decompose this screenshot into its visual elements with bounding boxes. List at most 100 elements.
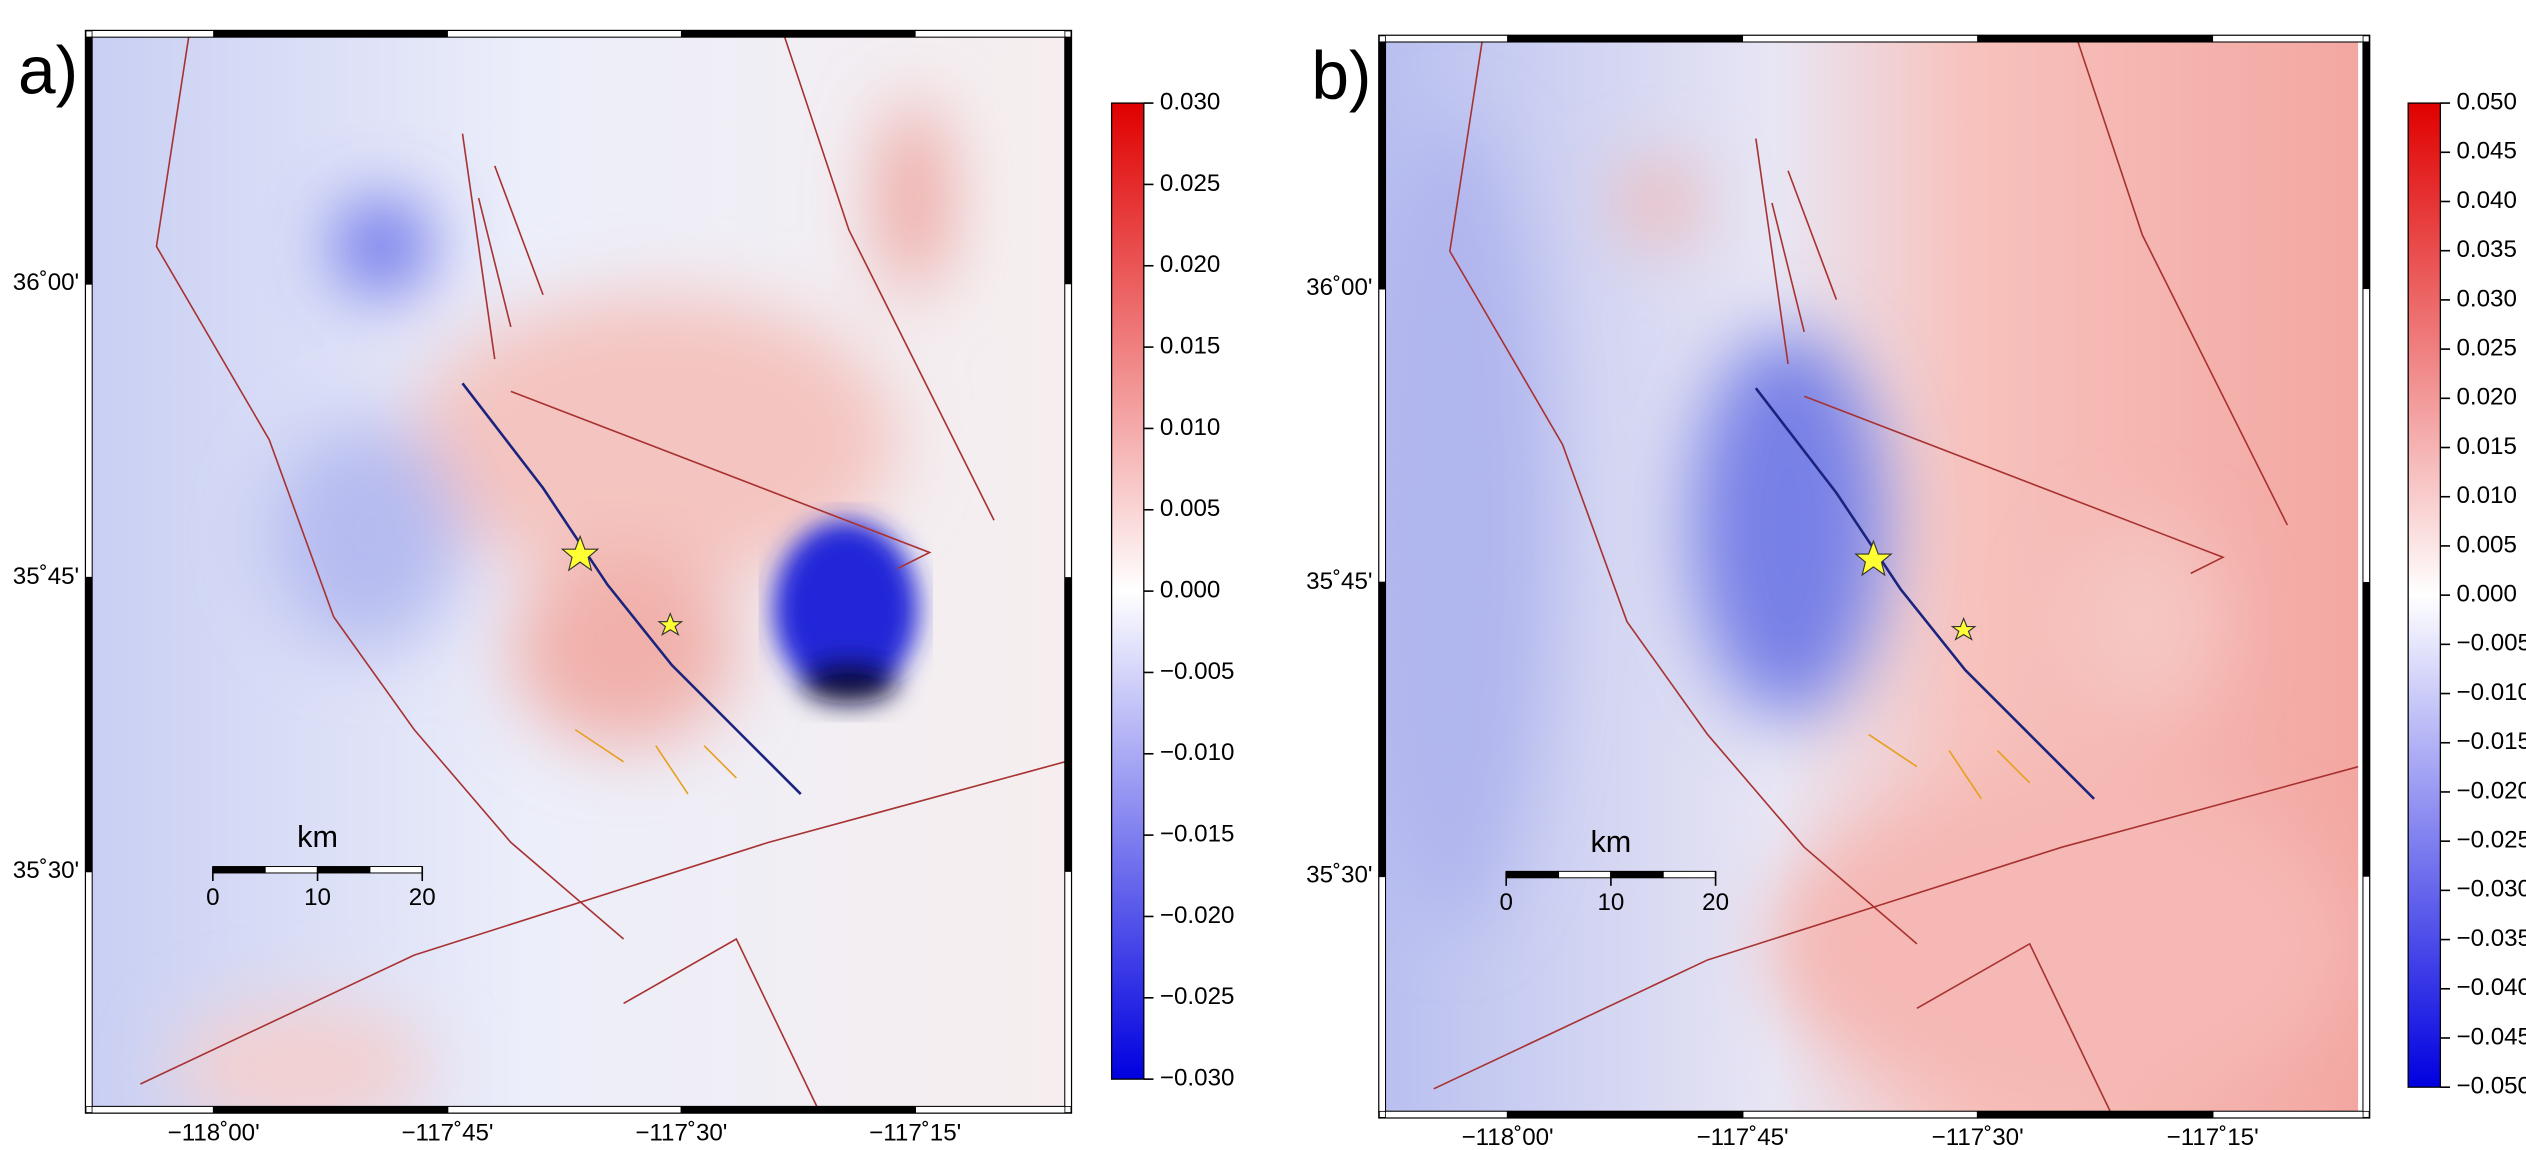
colorbar-tick-label: −0.040 — [2456, 974, 2526, 1001]
lon-tick-label: −118˚00' — [1462, 1124, 1554, 1150]
frame-bar — [2362, 288, 2370, 583]
frame-bar — [213, 1106, 448, 1114]
colorbar-tick-label: −0.010 — [1160, 739, 1235, 766]
frame-bar — [1977, 1110, 2214, 1119]
colorbar-tick-label: −0.030 — [1160, 1065, 1235, 1092]
frame-bar — [914, 1106, 1066, 1114]
colorbar-tick-label: 0.020 — [1160, 251, 1220, 278]
colorbar-tick-label: 0.025 — [2456, 334, 2516, 361]
frame-bar — [1064, 283, 1072, 579]
scalebar-segment — [1558, 870, 1612, 879]
panel-label: b) — [1311, 38, 1371, 113]
colorbar-tick-label: 0.050 — [2456, 88, 2516, 115]
lon-tick-label: −118˚00' — [168, 1119, 260, 1146]
colorbar-tick-label: 0.010 — [2456, 482, 2516, 509]
lon-tick-label: −117˚30' — [1932, 1124, 2024, 1150]
colorbar-tick-label: −0.035 — [2456, 925, 2526, 952]
lon-tick-label: −117˚15' — [2167, 1124, 2259, 1150]
colorbar-tick-label: 0.000 — [1160, 576, 1220, 603]
scalebar-segment — [317, 866, 371, 874]
colorbar-tick-label: 0.015 — [1160, 332, 1220, 359]
colorbar-tick-label: 0.030 — [2456, 285, 2516, 312]
colorbar-tick-label: −0.050 — [2456, 1073, 2526, 1100]
frame-bar — [1507, 35, 1744, 43]
colorbar-tick-label: −0.025 — [2456, 827, 2526, 854]
frame-bar — [1378, 875, 1386, 1112]
colorbar-tick-label: −0.010 — [2456, 679, 2526, 706]
scalebar-tick-label: 0 — [1499, 889, 1512, 916]
colorbar-tick-label: 0.000 — [2456, 581, 2516, 608]
frame-bar — [680, 30, 916, 38]
scalebar-segment — [212, 866, 266, 874]
colorbar-tick-label: −0.030 — [2456, 876, 2526, 903]
scalebar-segment — [1610, 870, 1664, 879]
colorbar — [1110, 102, 1145, 1080]
colorbar-tick-label: 0.025 — [1160, 170, 1220, 197]
colorbar-tick-label: 0.035 — [2456, 236, 2516, 263]
frame-bar — [2362, 875, 2370, 1112]
frame-bar — [91, 30, 215, 38]
scalebar-tick-label: 10 — [304, 884, 331, 911]
map-image — [92, 37, 1065, 1107]
scalebar-tick-label: 0 — [206, 884, 219, 911]
frame-bar — [1507, 1110, 1744, 1119]
lon-tick-label: −117˚45' — [1697, 1124, 1789, 1150]
colorbar-tick-label: 0.005 — [2456, 531, 2516, 558]
colorbar-tick-label: −0.015 — [2456, 728, 2526, 755]
colorbar-tick-label: 0.015 — [2456, 433, 2516, 460]
colorbar-tick-label: −0.020 — [2456, 777, 2526, 804]
frame-bar — [213, 30, 448, 38]
frame-bar — [447, 1106, 682, 1114]
lat-tick-label: 35˚30' — [13, 857, 79, 884]
frame-bar — [91, 1106, 215, 1114]
colorbar-tick-label: 0.020 — [2456, 384, 2516, 411]
colorbar-tick-label: −0.020 — [1160, 902, 1235, 929]
frame-bar — [1064, 871, 1072, 1107]
colorbar-tick-label: 0.040 — [2456, 187, 2516, 214]
frame-bar — [447, 30, 682, 38]
frame-bar — [1064, 577, 1072, 872]
frame-bar — [1385, 35, 1509, 43]
scalebar-title: km — [1591, 825, 1632, 859]
lat-tick-label: 35˚45' — [13, 563, 79, 590]
scalebar-segment — [264, 866, 319, 874]
colorbar-tick-label: −0.015 — [1160, 820, 1235, 847]
lat-tick-label: 35˚30' — [1306, 862, 1372, 889]
frame-bar — [1064, 36, 1072, 285]
lat-tick-label: 36˚00' — [1306, 274, 1372, 301]
frame-bar — [2212, 1110, 2364, 1119]
frame-bar — [85, 36, 93, 285]
scalebar-tick-label: 10 — [1597, 889, 1624, 916]
lon-tick-label: −117˚15' — [869, 1119, 961, 1146]
colorbar — [2407, 102, 2442, 1088]
frame-bar — [1378, 288, 1386, 583]
colorbar-tick-label: 0.030 — [1160, 88, 1220, 115]
colorbar-tick-label: −0.005 — [1160, 658, 1235, 685]
frame-bar — [85, 577, 93, 872]
frame-bar — [2212, 35, 2364, 43]
frame-bar — [1378, 41, 1386, 290]
colorbar-tick-label: −0.005 — [2456, 630, 2526, 657]
scalebar-segment — [369, 866, 423, 874]
colorbar-tick-label: −0.045 — [2456, 1023, 2526, 1050]
colorbar-tick-label: −0.025 — [1160, 983, 1235, 1010]
frame-bar — [2362, 582, 2370, 877]
frame-bar — [680, 1106, 916, 1114]
scalebar-tick-label: 20 — [1702, 889, 1729, 916]
frame-bar — [2362, 41, 2370, 290]
colorbar-tick-label: 0.010 — [1160, 414, 1220, 441]
colorbar-tick-label: 0.005 — [1160, 495, 1220, 522]
lon-tick-label: −117˚30' — [635, 1119, 727, 1146]
frame-bar — [914, 30, 1066, 38]
map-image — [1385, 41, 2359, 1112]
frame-bar — [85, 283, 93, 579]
scalebar-title: km — [297, 820, 338, 854]
scalebar-tick-label: 20 — [409, 884, 436, 911]
lat-tick-label: 35˚45' — [1306, 568, 1372, 595]
frame-bar — [85, 871, 93, 1107]
lat-tick-label: 36˚00' — [13, 269, 79, 296]
scalebar-segment — [1662, 870, 1717, 879]
frame-bar — [1378, 582, 1386, 877]
